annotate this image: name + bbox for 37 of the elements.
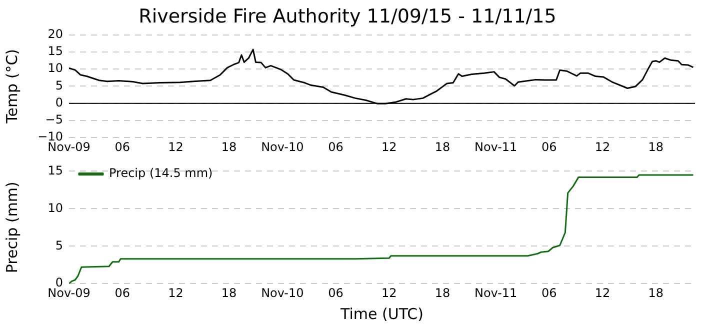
y-tick-label: 5 [55, 238, 63, 252]
y-tick-label: 0 [55, 95, 63, 110]
x-tick-label: Nov-10 [261, 286, 304, 300]
x-tick-label: 12 [381, 286, 397, 300]
x-tick-label: 06 [328, 286, 344, 300]
x-tick-label: Nov-10 [261, 140, 304, 154]
x-tick-label: 18 [434, 140, 450, 154]
y-tick-label: 20 [48, 26, 63, 41]
x-tick-label: 18 [434, 286, 450, 300]
legend-label: Precip (14.5 mm) [109, 166, 213, 180]
y-tick-label: 5 [55, 78, 63, 92]
x-tick-label: 12 [168, 140, 184, 154]
x-tick-label: 06 [542, 286, 557, 300]
x-tick-label: 18 [648, 286, 664, 300]
x-tick-label: 18 [221, 286, 237, 300]
y-axis-title: Precip (mm) [2, 182, 21, 274]
y-tick-label: −5 [45, 112, 63, 127]
y-tick-label: 15 [48, 44, 63, 58]
x-tick-label: 12 [594, 286, 610, 300]
x-tick-label: 18 [648, 140, 664, 154]
x-tick-label: Nov-09 [48, 140, 90, 154]
y-axis-title: Temp (°C) [2, 48, 21, 124]
x-tick-label: 12 [168, 286, 184, 300]
x-tick-label: 06 [328, 140, 344, 154]
x-tick-label: 06 [114, 140, 130, 154]
x-tick-label: 06 [114, 286, 130, 300]
y-tick-label: 10 [48, 61, 63, 76]
x-tick-label: 06 [542, 140, 557, 154]
x-axis-title: Time (UTC) [340, 304, 424, 323]
x-tick-label: Nov-11 [474, 140, 518, 154]
x-tick-label: Nov-11 [474, 286, 518, 300]
x-tick-label: 18 [221, 140, 237, 154]
y-tick-label: 10 [48, 200, 63, 215]
chart-title: Riverside Fire Authority 11/09/15 - 11/11/15 [138, 5, 556, 28]
y-tick-label: 15 [48, 163, 63, 178]
x-tick-label: 12 [381, 140, 397, 154]
x-tick-label: 12 [594, 140, 610, 154]
